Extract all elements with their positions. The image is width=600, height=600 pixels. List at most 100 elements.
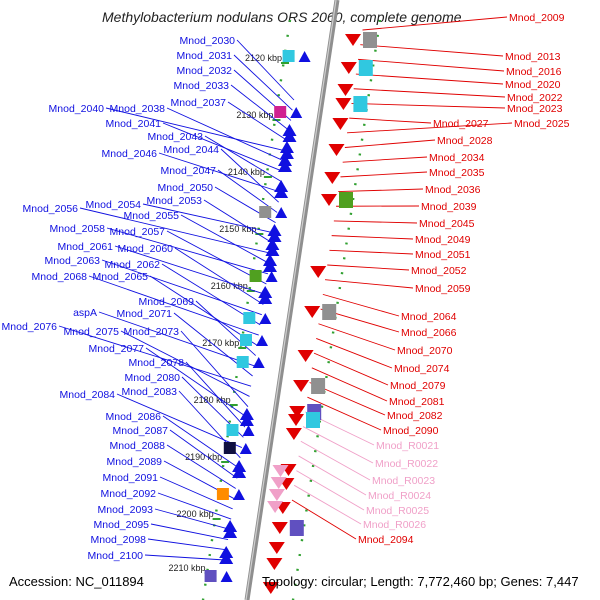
leader-line-right xyxy=(360,44,504,57)
gene-labels-layer: Mnod_2030 Mnod_2031 Mnod_2032 Mnod_2033 Mnod… xyxy=(2,12,570,562)
leader-line-right xyxy=(338,188,424,193)
gene-label-left: Mnod_2061 xyxy=(58,241,114,253)
reverse-gene-box xyxy=(358,60,373,76)
forward-gene-box xyxy=(259,206,272,218)
gene-label-left: Mnod_2071 xyxy=(117,308,173,320)
leader-line-left xyxy=(120,330,250,397)
gene-label-left: Mnod_2068 xyxy=(32,271,88,283)
gene-label-left: Mnod_2093 xyxy=(98,504,154,516)
leader-line-left xyxy=(169,429,238,479)
leader-line-left xyxy=(180,214,270,264)
forward-gene-box xyxy=(236,356,249,368)
leader-line-left xyxy=(185,361,246,428)
reverse-gene-box xyxy=(306,412,320,428)
forward-gene-arrow xyxy=(265,271,278,282)
gene-label-left: Mnod_2053 xyxy=(147,195,203,207)
gene-label-left: Mnod_2062 xyxy=(105,259,161,271)
forward-gene-box xyxy=(249,270,262,282)
gene-label-left: Mnod_2095 xyxy=(94,519,150,531)
scale-label: 2120 kbp xyxy=(245,53,282,63)
gene-label-left: Mnod_2057 xyxy=(110,226,166,238)
scale-label: 2130 kbp xyxy=(236,110,273,120)
leader-line-right xyxy=(355,73,504,85)
forward-gene-box xyxy=(204,570,217,582)
leader-line-right xyxy=(291,499,357,540)
rna-label-right: Mnod_R0023 xyxy=(372,475,435,487)
gene-label-left: aspA xyxy=(73,307,97,319)
gene-label-left: Mnod_2080 xyxy=(125,372,181,384)
leader-line-left xyxy=(101,259,262,316)
gene-label-right: Mnod_2013 xyxy=(505,51,561,63)
gene-label-left: Mnod_2073 xyxy=(124,326,180,338)
leader-line-left xyxy=(154,508,230,530)
leader-line-left xyxy=(79,207,272,254)
gene-label-right: Mnod_2082 xyxy=(387,410,443,422)
forward-gene-arrow xyxy=(232,489,245,500)
gene-label-right: Mnod_2059 xyxy=(415,283,471,295)
gene-label-right: Mnod_2052 xyxy=(411,265,467,277)
gene-label-left: Mnod_2091 xyxy=(103,472,159,484)
reverse-gene-arrow xyxy=(288,414,304,426)
reverse-gene-arrow xyxy=(293,380,310,392)
leader-line-left xyxy=(147,538,227,551)
scale-label: 2190 kbp xyxy=(185,452,222,462)
leader-line-right xyxy=(329,249,414,255)
reverse-gene-arrow xyxy=(268,542,285,554)
gene-label-right: Mnod_2066 xyxy=(401,327,457,339)
reverse-gene-arrow xyxy=(297,350,314,362)
genome-title: Methylobacterium nodulans ORS 2060, comp… xyxy=(102,9,462,25)
leader-line-right xyxy=(298,455,367,496)
gene-label-right: Mnod_2025 xyxy=(514,118,570,130)
gene-label-left: Mnod_2100 xyxy=(88,550,144,562)
gene-label-right: Mnod_2049 xyxy=(415,234,471,246)
gene-label-right: Mnod_2028 xyxy=(437,135,493,147)
reverse-gene-box xyxy=(311,378,326,394)
reverse-gene-arrow xyxy=(304,306,321,318)
reverse-gene-arrow xyxy=(335,98,352,110)
leader-line-right xyxy=(331,235,414,240)
leader-line-left xyxy=(88,275,259,336)
gene-label-right: Mnod_2081 xyxy=(389,396,445,408)
gene-label-left: Mnod_2047 xyxy=(161,165,217,177)
gene-label-left: Mnod_2044 xyxy=(164,144,220,156)
leader-line-left xyxy=(145,347,247,418)
forward-gene-arrow xyxy=(256,335,268,346)
gene-label-left: Mnod_2050 xyxy=(158,182,214,194)
gene-label-left: Mnod_2088 xyxy=(110,440,166,452)
leader-line-left xyxy=(166,444,236,489)
rna-label-right: Mnod_R0021 xyxy=(376,440,439,452)
gene-label-right: Mnod_2051 xyxy=(415,249,471,261)
gene-label-left: Mnod_2056 xyxy=(23,203,79,215)
gene-label-right: Mnod_2035 xyxy=(429,167,485,179)
reverse-gene-arrow xyxy=(345,34,361,46)
reverse-gene-arrow xyxy=(324,172,341,184)
rna-feature-arrow xyxy=(270,477,287,489)
gene-label-left: Mnod_2041 xyxy=(106,118,162,130)
gene-label-left: Mnod_2098 xyxy=(91,534,147,546)
leader-line-right xyxy=(313,352,389,386)
leader-line-right xyxy=(353,88,506,98)
forward-gene-arrow xyxy=(278,160,292,172)
gene-label-left: Mnod_2084 xyxy=(60,389,116,401)
reverse-gene-arrow xyxy=(321,194,337,206)
forward-gene-arrow xyxy=(263,260,277,272)
leader-line-left xyxy=(220,148,279,203)
gene-label-left: Mnod_2069 xyxy=(139,296,195,308)
gene-label-right: Mnod_2090 xyxy=(383,425,439,437)
forward-gene-arrow xyxy=(290,107,303,118)
leader-line-left xyxy=(233,54,293,111)
reverse-gene-arrow xyxy=(332,118,349,130)
leader-line-right xyxy=(340,171,428,178)
leader-line-right xyxy=(344,139,436,148)
gene-label-right: Mnod_2027 xyxy=(433,118,489,130)
forward-gene-arrow xyxy=(267,230,282,242)
forward-gene-arrow xyxy=(298,51,311,62)
reverse-gene-arrow xyxy=(262,582,279,594)
forward-gene-arrow xyxy=(223,526,238,538)
forward-gene-box xyxy=(243,312,256,324)
forward-gene-arrow xyxy=(279,147,294,159)
gene-label-left: Mnod_2086 xyxy=(106,411,162,423)
forward-gene-box xyxy=(223,442,236,454)
leader-line-left xyxy=(159,476,233,510)
leader-line-left xyxy=(162,415,240,469)
